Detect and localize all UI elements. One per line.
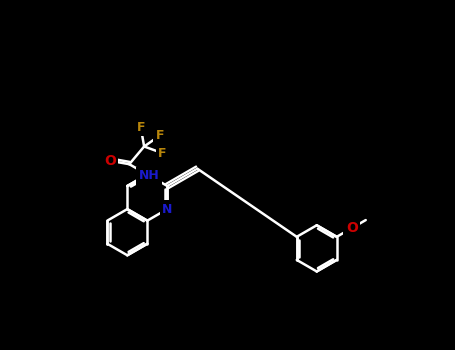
Text: N: N bbox=[142, 168, 152, 181]
Text: F: F bbox=[136, 121, 145, 134]
Text: F: F bbox=[158, 147, 167, 160]
Text: N: N bbox=[162, 203, 172, 216]
Text: NH: NH bbox=[139, 169, 160, 182]
Text: F: F bbox=[156, 129, 164, 142]
Text: O: O bbox=[104, 154, 116, 168]
Text: O: O bbox=[346, 221, 358, 235]
